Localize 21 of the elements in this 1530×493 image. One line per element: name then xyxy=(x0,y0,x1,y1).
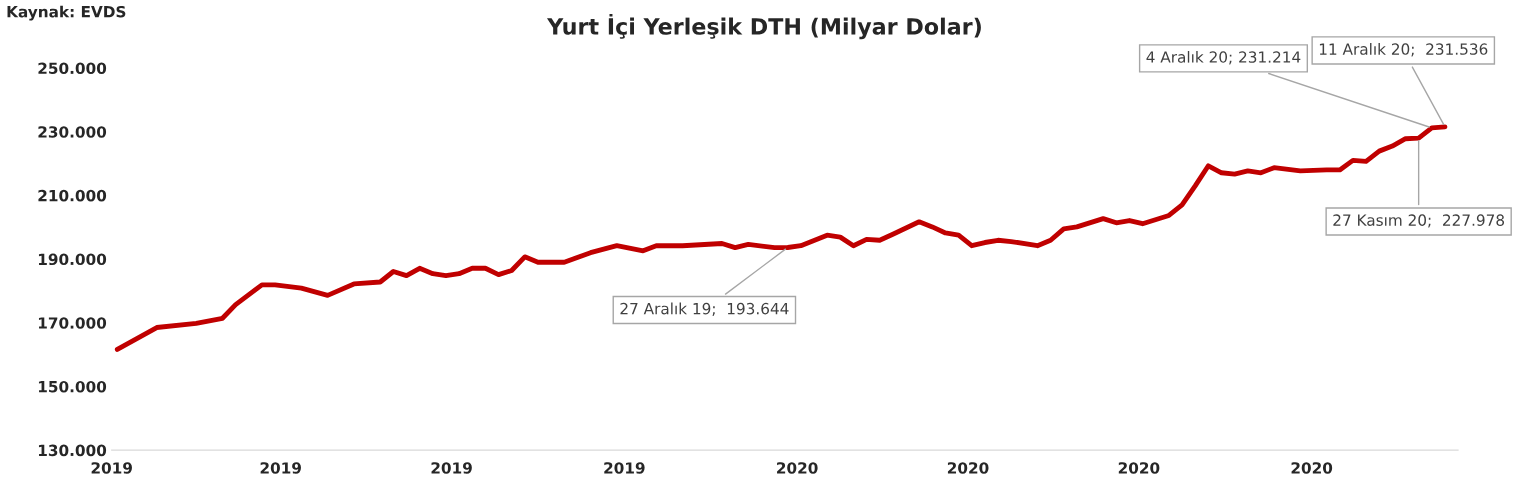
text: Kaynak: EVDS xyxy=(7,5,126,21)
y-tick-label: 230.000 xyxy=(38,126,107,138)
x-tick-label: 2020 xyxy=(947,462,989,474)
chart-title: Yurt İçi Yerleşik DTH (Milyar Dolar) xyxy=(546,13,981,40)
y-tick-label: 130.000 xyxy=(38,444,107,457)
annotation: 27 Aralık 19; 193.644 xyxy=(620,302,789,316)
y-tick-label: 170.000 xyxy=(38,317,107,329)
x-tick-label: 2019 xyxy=(91,462,132,474)
y-tick-label: 190.000 xyxy=(38,253,107,266)
annotation: 4 Aralık 20; 231.214 xyxy=(1146,51,1301,65)
x-tick-label: 2020 xyxy=(1291,462,1333,474)
annotation: 27 Kasım 20; 227.978 xyxy=(1333,214,1505,228)
x-tick-label: 2019 xyxy=(260,462,301,474)
y-tick-label: 150.000 xyxy=(38,380,107,393)
x-tick-label: 2020 xyxy=(1118,462,1160,474)
y-tick-label: 210.000 xyxy=(38,189,107,202)
x-tick-label: 2020 xyxy=(777,462,818,474)
x-tick-label: 2019 xyxy=(604,462,645,474)
x-tick-label: 2019 xyxy=(431,462,472,474)
annotation: 11 Aralık 20; 231.536 xyxy=(1319,43,1488,57)
y-tick-label: 250.000 xyxy=(38,62,107,75)
